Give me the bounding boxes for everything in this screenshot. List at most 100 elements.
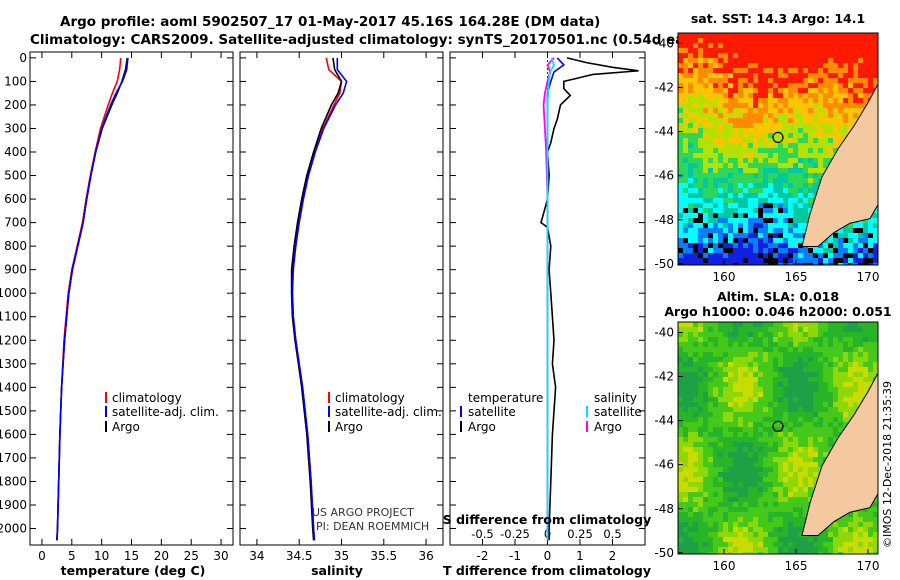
lat-tick-label: -48: [654, 213, 674, 227]
x-tick-label: 30: [213, 549, 228, 563]
figure-title-line-1: Argo profile: aoml 5902507_17 01-May-201…: [60, 14, 600, 30]
legend-label-climatology: climatology: [335, 391, 405, 405]
salinity-legend: climatology satellite-adj. clim. Argo: [328, 391, 442, 434]
legend-label-argo: Argo: [335, 420, 363, 434]
legend-label-s-satellite: satellite: [594, 405, 642, 419]
sla-map: -40 -42 -44 -46 -48 -50 160 165 170: [654, 321, 880, 573]
figure-title-line-2: Climatology: CARS2009. Satellite-adjuste…: [30, 32, 722, 48]
x-axis-label-t-difference: T difference from climatology: [443, 563, 651, 578]
x-tick-label: 1: [576, 549, 584, 563]
depth-tick-label: 100: [4, 74, 27, 88]
lat-tick-label: -46: [654, 458, 674, 472]
x-tick-label: 34: [249, 549, 264, 563]
s-difference-tick-label: 0.5: [603, 527, 621, 541]
series-argo-line: [290, 57, 343, 541]
x-tick-label: 0: [38, 549, 46, 563]
credit-pi: PI: DEAN ROEMMICH: [316, 520, 429, 533]
depth-tick-label: 900: [4, 263, 27, 277]
legend-label-t-satellite: satellite: [468, 405, 516, 419]
salinity-panel: 34 34.5 35 35.5 36: [239, 51, 444, 563]
map-frame: [677, 32, 879, 266]
depth-tick-label: 1400: [0, 380, 27, 394]
legend-label-s-argo: Argo: [594, 420, 622, 434]
sst-map: -40 -42 -44 -46 -48 -50 160 165 170: [654, 32, 880, 284]
series-climatology-line: [56, 57, 122, 541]
legend-title-temperature: temperature: [468, 391, 543, 405]
x-tick-label: 10: [94, 549, 109, 563]
series-satellite-line: [56, 57, 129, 541]
difference-legend-temperature: temperature satellite Argo: [460, 391, 543, 434]
x-tick-label: 15: [124, 549, 139, 563]
lat-tick-label: -44: [654, 414, 674, 428]
x-tick-label: 34.5: [286, 549, 313, 563]
s-difference-tick-label: -0.5: [471, 527, 493, 541]
x-tick-label: -2: [477, 549, 489, 563]
depth-tick-label: 1500: [0, 404, 27, 418]
lat-tick-label: -50: [654, 257, 674, 271]
depth-tick-label: 500: [4, 169, 27, 183]
depth-tick-label: 1700: [0, 451, 27, 465]
s-difference-tick-label: 0.25: [567, 527, 593, 541]
lat-tick-label: -42: [654, 370, 674, 384]
lon-tick-label: 170: [857, 559, 880, 573]
lon-tick-label: 170: [857, 270, 880, 284]
depth-tick-label: 1100: [0, 310, 27, 324]
lon-tick-label: 165: [785, 559, 808, 573]
x-axis-label-s-difference: S difference from climatology: [443, 512, 652, 527]
lon-tick-label: 160: [713, 270, 736, 284]
lat-tick-label: -46: [654, 169, 674, 183]
series-t-argo-line: [540, 57, 639, 541]
depth-tick-label: 1800: [0, 474, 27, 488]
s-difference-tick-label: -0.25: [500, 527, 530, 541]
lon-tick-label: 160: [713, 559, 736, 573]
legend-title-salinity: salinity: [594, 391, 637, 405]
depth-tick-label: 800: [4, 239, 27, 253]
x-tick-label: 20: [154, 549, 169, 563]
depth-tick-label: 0: [19, 51, 27, 65]
legend-label-t-argo: Argo: [468, 420, 496, 434]
depth-tick-label: 700: [4, 216, 27, 230]
sla-map-title-line-1: Altim. SLA: 0.018: [717, 289, 839, 304]
depth-tick-label: 1600: [0, 427, 27, 441]
legend-label-satellite: satellite-adj. clim.: [112, 405, 219, 419]
temperature-legend: climatology satellite-adj. clim. Argo: [105, 391, 219, 434]
x-tick-label: 5: [68, 549, 76, 563]
lat-tick-label: -40: [654, 325, 674, 339]
legend-label-satellite: satellite-adj. clim.: [335, 405, 442, 419]
land-new-zealand: [801, 83, 878, 247]
series-s-satellite-line: [546, 57, 555, 541]
x-tick-label: 35.5: [370, 549, 397, 563]
sst-map-title: sat. SST: 14.3 Argo: 14.1: [691, 11, 865, 26]
series-satellite-line: [291, 57, 348, 541]
depth-tick-label: 1300: [0, 357, 27, 371]
depth-tick-label: 1200: [0, 333, 27, 347]
depth-tick-label: 1900: [0, 498, 27, 512]
x-tick-label: 0: [544, 549, 552, 563]
land-new-zealand: [801, 372, 878, 536]
series-s-argo-line: [542, 57, 555, 541]
depth-tick-label: 300: [4, 121, 27, 135]
sla-map-title-line-2: Argo h1000: 0.046 h2000: 0.051: [664, 304, 891, 319]
x-axis-label-salinity: salinity: [311, 563, 363, 578]
x-tick-label: 35: [334, 549, 349, 563]
lat-tick-label: -48: [654, 502, 674, 516]
argo-float-marker: [772, 420, 784, 432]
lat-tick-label: -40: [654, 36, 674, 50]
x-tick-label: 2: [609, 549, 617, 563]
temperature-panel: 0 5 10 15 20 25 300100200300400500600700800900…: [0, 51, 234, 563]
difference-legend-salinity: salinity satellite Argo: [586, 391, 642, 434]
x-axis-label-temperature: temperature (deg C): [61, 563, 206, 578]
x-tick-label: -1: [509, 549, 521, 563]
series-t-satellite-line: [546, 57, 566, 541]
imos-credit: ©IMOS 12-Dec-2018 21:35:39: [881, 381, 894, 548]
plot-frame: [29, 51, 234, 546]
map-frame: [677, 321, 879, 555]
difference-panel: -2 -1 0 1 2-0.5 -0.25 0 0.25 0.5: [449, 51, 646, 563]
series-climatology-line: [291, 57, 343, 541]
lon-tick-label: 165: [785, 270, 808, 284]
depth-tick-label: 1000: [0, 286, 27, 300]
argo-float-marker: [772, 131, 784, 143]
depth-tick-label: 600: [4, 192, 27, 206]
lat-tick-label: -50: [654, 546, 674, 560]
depth-tick-label: 2000: [0, 522, 27, 536]
